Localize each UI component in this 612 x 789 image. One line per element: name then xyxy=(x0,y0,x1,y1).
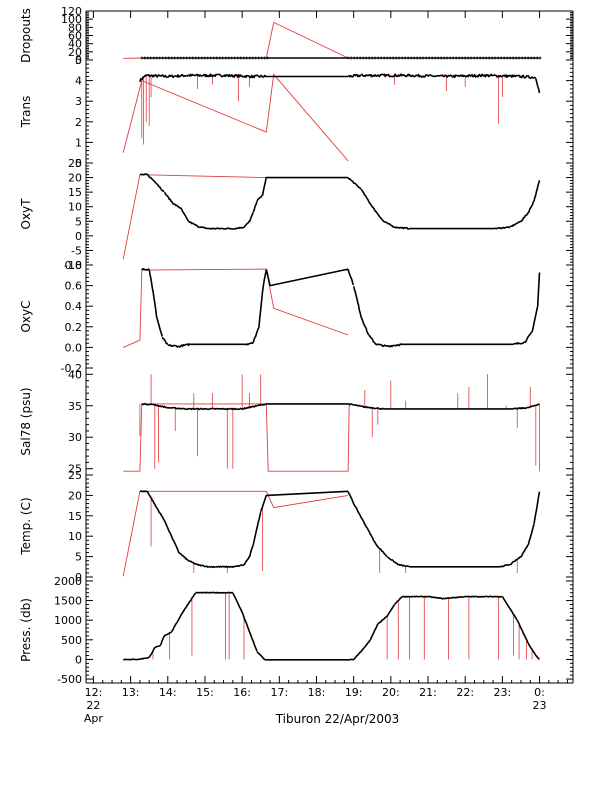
y-tick-label: -500 xyxy=(57,673,82,686)
x-tick-label: 23: xyxy=(494,686,512,699)
y-tick-label: 5 xyxy=(75,215,82,228)
y-tick-label: 30 xyxy=(68,431,82,444)
y-tick-label: 35 xyxy=(68,400,82,413)
y-tick-label: 25 xyxy=(68,157,82,170)
y-tick-label: 25 xyxy=(68,463,82,476)
y-tick-label: 0.4 xyxy=(65,300,83,313)
x-tick-label: 18: xyxy=(308,686,326,699)
panel-6: 0 5 10 15 20 25 Temp. (C) xyxy=(19,469,574,584)
y-tick-label: 80 xyxy=(68,21,82,34)
y-tick-label: -5 xyxy=(71,244,82,257)
y-tick-label: -10 xyxy=(64,259,82,272)
y-tick-label: 1000 xyxy=(54,614,82,627)
x-tick-label: 0: xyxy=(534,686,545,699)
x-tick-label: 15: xyxy=(196,686,214,699)
panel-5: 25 30 35 40 Sal78 (psu) xyxy=(19,368,574,476)
x-tick-label: 17: xyxy=(270,686,288,699)
y-tick-label: 0.0 xyxy=(65,341,83,354)
y-tick-label: 0 xyxy=(75,571,82,584)
gap-series-line xyxy=(123,268,349,348)
y-axis-label: Dropouts xyxy=(19,8,33,63)
y-tick-label: 4 xyxy=(75,75,82,88)
y-tick-label: 10 xyxy=(68,530,82,543)
y-tick-label: 10 xyxy=(68,201,82,214)
panel-2: 0 1 2 3 4 5 Trans xyxy=(19,54,574,170)
y-tick-label: 5 xyxy=(75,551,82,564)
y-tick-label: 2 xyxy=(75,116,82,129)
data-series-line xyxy=(139,73,541,94)
y-tick-label: 20 xyxy=(68,46,82,59)
y-tick-label: 15 xyxy=(68,510,82,523)
x-tick-label: 14: xyxy=(159,686,177,699)
y-tick-label: 0 xyxy=(75,157,82,170)
gap-series-line xyxy=(122,490,349,577)
figure-title: Tiburon 22/Apr/2003 xyxy=(275,712,400,726)
x-tick-label: 13: xyxy=(122,686,140,699)
y-tick-label: 60 xyxy=(68,30,82,43)
y-tick-label: 500 xyxy=(61,634,82,647)
data-series-line xyxy=(139,490,541,569)
data-series-line xyxy=(141,268,541,348)
data-series-line xyxy=(139,173,541,230)
x-tick-label: 16: xyxy=(233,686,251,699)
y-tick-label: 5 xyxy=(75,54,82,67)
x-date-day-label: 23 xyxy=(533,699,547,712)
y-tick-label: 15 xyxy=(68,186,82,199)
panel-7: -500 0 500 1000 1500 2000 Press. (db) xyxy=(19,575,574,686)
y-tick-label: 100 xyxy=(61,13,82,26)
x-tick-label: 20: xyxy=(382,686,400,699)
x-date-month-label: Apr xyxy=(84,712,104,725)
y-tick-label: 120 xyxy=(61,5,82,18)
y-axis-label: OxyC xyxy=(19,300,33,332)
y-tick-label: 25 xyxy=(68,469,82,482)
x-tick-label: 22: xyxy=(456,686,474,699)
y-axis-label: Sal78 (psu) xyxy=(19,387,33,455)
y-tick-label: 3 xyxy=(75,95,82,108)
y-tick-label: 1500 xyxy=(54,595,82,608)
x-tick-label: 21: xyxy=(419,686,437,699)
x-tick-label: 12: xyxy=(85,686,103,699)
y-axis-label: Trans xyxy=(19,96,33,129)
gap-series-line xyxy=(122,73,349,162)
x-date-day-label: 22 xyxy=(86,699,100,712)
data-series-line xyxy=(141,402,540,411)
y-tick-label: 0.8 xyxy=(65,259,83,272)
dropout-markers xyxy=(346,56,542,60)
gap-series-line xyxy=(123,403,350,472)
y-axis-label: OxyT xyxy=(19,198,33,230)
panel-4: -0.2 0.0 0.2 0.4 0.6 0.8 OxyC xyxy=(19,259,574,375)
y-tick-label: 0.2 xyxy=(65,321,83,334)
dropout-markers xyxy=(140,56,270,60)
y-tick-label: 20 xyxy=(68,172,82,185)
y-tick-label: -0.2 xyxy=(61,362,82,375)
y-axis-label: Press. (db) xyxy=(19,598,33,662)
y-tick-label: 0 xyxy=(75,653,82,666)
y-axis-label: Temp. (C) xyxy=(19,497,33,555)
gap-series-line xyxy=(123,21,349,59)
data-series-line xyxy=(123,591,540,661)
y-tick-label: 40 xyxy=(68,368,82,381)
x-tick-label: 19: xyxy=(345,686,363,699)
y-tick-label: 20 xyxy=(68,489,82,502)
gap-series-line xyxy=(122,174,349,260)
y-tick-label: 40 xyxy=(68,38,82,51)
y-tick-label: 0.6 xyxy=(65,280,83,293)
y-tick-label: 1 xyxy=(75,136,82,149)
y-tick-label: 0 xyxy=(75,54,82,67)
y-tick-label: 0 xyxy=(75,230,82,243)
y-tick-label: 2000 xyxy=(54,575,82,588)
